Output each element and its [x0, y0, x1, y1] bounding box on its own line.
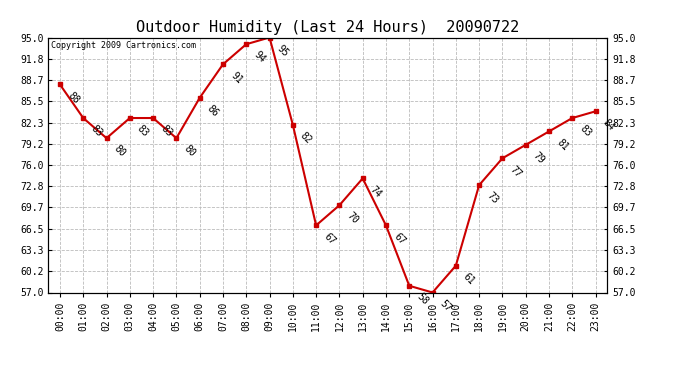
Text: 58: 58 — [415, 291, 430, 307]
Text: 88: 88 — [66, 90, 81, 105]
Text: 61: 61 — [462, 271, 477, 286]
Text: 83: 83 — [135, 124, 150, 139]
Text: 81: 81 — [555, 137, 570, 152]
Text: 86: 86 — [205, 104, 221, 119]
Text: 67: 67 — [391, 231, 407, 246]
Text: Copyright 2009 Cartronics.com: Copyright 2009 Cartronics.com — [51, 41, 196, 50]
Text: 83: 83 — [159, 124, 174, 139]
Text: 80: 80 — [112, 144, 128, 159]
Text: 82: 82 — [298, 130, 314, 146]
Title: Outdoor Humidity (Last 24 Hours)  20090722: Outdoor Humidity (Last 24 Hours) 2009072… — [136, 20, 520, 35]
Text: 70: 70 — [345, 211, 360, 226]
Text: 57: 57 — [438, 298, 453, 314]
Text: 80: 80 — [182, 144, 197, 159]
Text: 83: 83 — [89, 124, 104, 139]
Text: 91: 91 — [228, 70, 244, 85]
Text: 83: 83 — [578, 124, 593, 139]
Text: 94: 94 — [252, 50, 267, 65]
Text: 74: 74 — [368, 184, 384, 200]
Text: 95: 95 — [275, 43, 290, 58]
Text: 79: 79 — [531, 150, 546, 166]
Text: 84: 84 — [601, 117, 616, 132]
Text: 77: 77 — [508, 164, 523, 179]
Text: 67: 67 — [322, 231, 337, 246]
Text: 73: 73 — [484, 190, 500, 206]
